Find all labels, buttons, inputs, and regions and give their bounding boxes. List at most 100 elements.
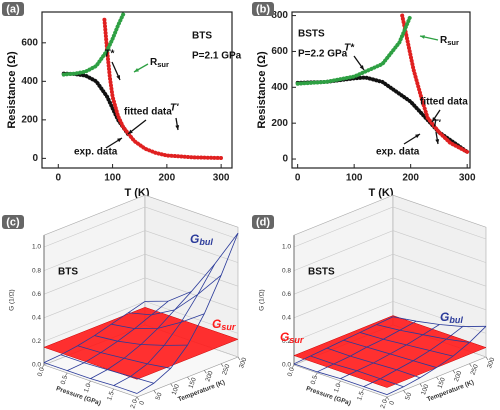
y-tick [170,383,173,387]
y-tick [187,376,190,381]
z-grid-line [43,206,239,248]
y-tick-label: 100 [171,383,181,396]
annotation: P=2.1 GPa [192,51,242,62]
y-tick-label: 300 [238,356,248,369]
arrow-head [359,65,364,70]
x-tick-label: 0 [295,173,301,184]
z-tick-label: 0.6 [282,291,291,298]
y-tick [386,396,390,401]
x-axis-label: T (K) [368,187,393,199]
y-tick-label: 250 [470,363,480,376]
mesh-line [60,354,154,384]
annotation: Gbul [190,232,213,247]
annotation-sub: sur [289,335,304,345]
annotation-text: R [440,35,448,46]
y-tick [452,370,456,374]
arrow-head [134,68,139,72]
arrow-head [116,75,120,80]
x-tick-label: 200 [159,173,176,184]
x-tick-label: 0.5 [60,374,70,385]
arrow-head [175,125,180,130]
z-tick-label: 0.8 [282,267,291,274]
y-tick-label: 0 [282,154,288,165]
y-tick-label: 150 [437,376,447,389]
annotation-text: R [150,57,158,68]
x-tick [338,380,341,385]
z-tick-label: 0.4 [282,315,291,322]
x-tick [291,364,295,369]
annotation: T' [432,119,441,130]
annotation: T* [344,43,355,54]
mesh-line [94,335,188,346]
panel-tag-bg [252,2,274,16]
annotation: Rsur [150,57,169,69]
x-tick [41,364,45,369]
arrow-head [435,139,440,144]
z-axis-label: G (1/Ω) [9,289,16,310]
data-line [61,71,131,138]
arrow-head [432,117,437,122]
z-axis-label: G (1/Ω) [259,289,266,310]
z-tick-label: 1.0 [32,244,41,251]
mesh-line [43,362,138,394]
surface-plane [293,315,487,388]
annotation: Gsur [212,317,236,332]
annotation-text: G [280,330,289,344]
panel-label: BSTS [308,267,335,278]
y-tick-label: 150 [188,376,198,389]
arrow-head [117,138,122,143]
x-tick-label: 100 [104,173,121,184]
y-tick-label: 0 [32,153,38,164]
mesh-line [326,347,421,379]
mesh-line [376,324,470,343]
x-tick-label: 1.5 [356,390,366,401]
panel-tag: (d) [256,216,270,228]
z-tick-label: 0.0 [32,362,41,369]
data-line [295,13,413,86]
y-tick-label: 200 [204,370,214,383]
annotation-text: G [190,232,199,246]
z-tick-label: 0.2 [32,338,41,345]
y-tick-label: 300 [486,356,496,369]
y-tick [204,370,207,374]
y-tick [220,363,224,367]
annotation: fitted data [124,107,172,118]
x-tick-label: 0.5 [310,374,320,385]
z-tick-label: 0.6 [32,291,41,298]
panel-label: BTS [58,267,78,278]
x-tick-label: 300 [459,173,476,184]
annotation: exp. data [376,147,420,158]
x-tick [88,380,91,385]
y-tick-label: 200 [453,370,463,383]
x-tick-label: 1.0 [333,382,343,393]
y-tick [469,363,472,367]
annotation-sub: sur [157,60,169,69]
y-tick-label: 0 [138,400,146,406]
annotation-text: G [212,317,221,331]
z-grid-line [293,230,487,271]
z-grid-line [293,277,487,319]
x-tick-label: 2.0 [129,398,139,409]
annotation: Gbul [440,310,463,325]
annotation: T' [170,103,179,114]
plot-frame [41,11,233,169]
mesh-line [310,355,404,388]
annotation: T* [104,49,115,60]
panel-tag-bg [252,215,274,229]
y-tick-label: 200 [271,118,288,129]
data-line [102,17,224,160]
x-tick-label: 300 [213,173,230,184]
x-tick [361,388,364,393]
panel-tag-bg [2,215,24,229]
panel-tag: (a) [6,3,20,15]
z-grid-line [43,253,239,295]
annotation-sub: sur [221,322,236,332]
y-tick-label: 0 [388,400,396,406]
x-axis-label: Pressure (GPa) [305,385,352,407]
surface-plane [43,307,239,380]
x-tick-label: 200 [402,173,419,184]
annotation: exp. data [74,147,118,158]
y-tick-label: 400 [271,82,288,93]
z-tick-label: 0.4 [32,315,41,322]
